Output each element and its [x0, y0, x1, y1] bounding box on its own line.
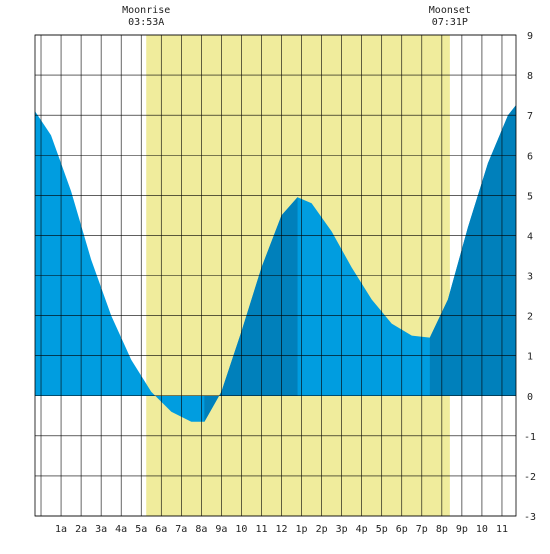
x-tick-label: 9a	[215, 524, 227, 535]
y-tick-label: 4	[527, 231, 533, 242]
y-tick-label: 8	[527, 71, 533, 82]
tide-area-dark-1	[429, 105, 516, 396]
y-tick-label: 0	[527, 392, 533, 403]
y-tick-label: 9	[527, 31, 533, 42]
y-tick-label: 7	[527, 111, 533, 122]
x-tick-label: 2a	[75, 524, 87, 535]
y-tick-label: -3	[524, 512, 536, 523]
x-tick-label: 2p	[316, 524, 328, 535]
x-tick-label: 6a	[155, 524, 167, 535]
x-tick-label: 4p	[356, 524, 368, 535]
moonset-label: Moonset 07:31P	[410, 5, 490, 29]
x-tick-label: 3p	[336, 524, 348, 535]
x-tick-label: 10	[235, 524, 247, 535]
x-tick-label: 6p	[396, 524, 408, 535]
tide-area-dark-0	[204, 197, 298, 422]
x-tick-label: 4a	[115, 524, 127, 535]
x-tick-label: 1p	[296, 524, 308, 535]
y-tick-label: 6	[527, 151, 533, 162]
y-tick-label: -1	[524, 432, 536, 443]
x-tick-label: 3a	[95, 524, 107, 535]
x-tick-label: 10	[476, 524, 488, 535]
x-tick-label: 8a	[195, 524, 207, 535]
y-tick-label: 5	[527, 191, 533, 202]
moonrise-title: Moonrise	[122, 5, 171, 16]
plot-frame	[34, 34, 517, 517]
x-tick-label: 12	[275, 524, 287, 535]
x-tick-label: 7p	[416, 524, 428, 535]
y-tick-label: 2	[527, 312, 533, 323]
x-tick-label: 11	[496, 524, 508, 535]
moonrise-label: Moonrise 03:53A	[106, 5, 186, 29]
y-tick-label: 1	[527, 352, 533, 363]
x-tick-label: 5p	[376, 524, 388, 535]
x-tick-label: 11	[255, 524, 267, 535]
moonset-title: Moonset	[428, 5, 471, 16]
moonrise-time: 03:53A	[128, 17, 165, 28]
x-tick-label: 5a	[135, 524, 147, 535]
x-tick-label: 8p	[436, 524, 448, 535]
y-tick-label: -2	[524, 472, 536, 483]
x-tick-label: 1a	[55, 524, 67, 535]
x-tick-label: 9p	[456, 524, 468, 535]
y-tick-label: 3	[527, 272, 533, 283]
x-tick-label: 7a	[175, 524, 187, 535]
moonset-time: 07:31P	[431, 17, 468, 28]
